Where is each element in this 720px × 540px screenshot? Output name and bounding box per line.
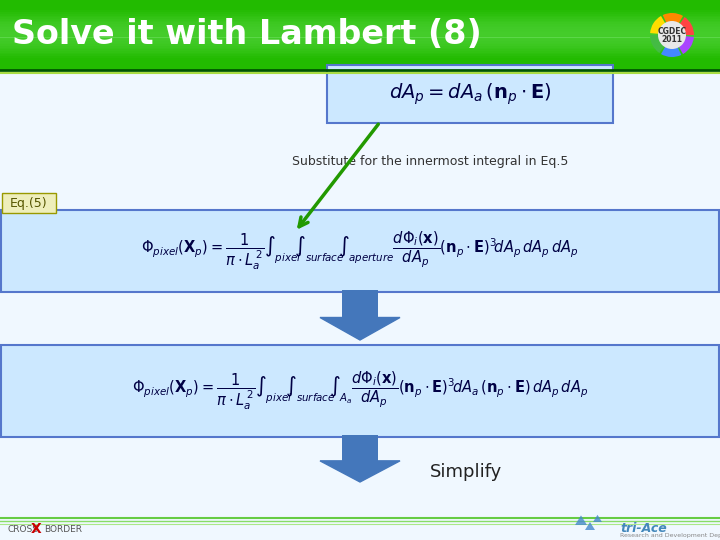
Wedge shape — [662, 13, 683, 35]
Text: Substitute for the innermost integral in Eq.5: Substitute for the innermost integral in… — [292, 156, 568, 168]
Text: X: X — [31, 522, 41, 536]
FancyBboxPatch shape — [0, 24, 720, 26]
Wedge shape — [650, 16, 672, 35]
FancyBboxPatch shape — [0, 43, 720, 44]
FancyBboxPatch shape — [0, 34, 720, 36]
FancyBboxPatch shape — [0, 0, 720, 70]
FancyBboxPatch shape — [0, 55, 720, 56]
Text: Research and Development Department: Research and Development Department — [620, 532, 720, 537]
FancyBboxPatch shape — [0, 53, 720, 55]
FancyBboxPatch shape — [0, 49, 720, 51]
Text: Eq.(5): Eq.(5) — [10, 197, 48, 210]
Wedge shape — [672, 35, 694, 54]
FancyBboxPatch shape — [327, 65, 613, 123]
FancyBboxPatch shape — [0, 19, 720, 21]
FancyBboxPatch shape — [2, 193, 56, 213]
FancyBboxPatch shape — [0, 25, 720, 28]
FancyBboxPatch shape — [0, 36, 720, 38]
Text: 2011: 2011 — [662, 35, 683, 44]
FancyBboxPatch shape — [0, 14, 720, 16]
FancyBboxPatch shape — [0, 16, 720, 17]
FancyBboxPatch shape — [0, 22, 720, 24]
Text: $\Phi_{pixel}(\mathbf{X}_p) = \dfrac{1}{\pi \cdot L_a^{\,2}}\int_{pixel}\!\!\int: $\Phi_{pixel}(\mathbf{X}_p) = \dfrac{1}{… — [132, 369, 588, 413]
Text: CROSS: CROSS — [8, 524, 39, 534]
FancyBboxPatch shape — [1, 210, 719, 292]
Wedge shape — [661, 35, 681, 57]
FancyBboxPatch shape — [0, 31, 720, 32]
Polygon shape — [320, 318, 400, 340]
FancyBboxPatch shape — [0, 28, 720, 29]
Text: $\Phi_{pixel}(\mathbf{X}_p) = \dfrac{1}{\pi \cdot L_a^{\,2}}\int_{pixel}\!\!\int: $\Phi_{pixel}(\mathbf{X}_p) = \dfrac{1}{… — [141, 230, 579, 272]
FancyBboxPatch shape — [0, 44, 720, 46]
Wedge shape — [650, 35, 672, 53]
FancyBboxPatch shape — [1, 345, 719, 437]
Circle shape — [658, 21, 686, 49]
FancyBboxPatch shape — [0, 12, 720, 14]
FancyBboxPatch shape — [0, 21, 720, 22]
FancyBboxPatch shape — [0, 41, 720, 43]
Text: Solve it with Lambert (8): Solve it with Lambert (8) — [12, 18, 482, 51]
Text: $dA_p = dA_a\,(\mathbf{n}_p \cdot \mathbf{E})$: $dA_p = dA_a\,(\mathbf{n}_p \cdot \mathb… — [389, 81, 552, 107]
FancyBboxPatch shape — [0, 17, 720, 19]
FancyBboxPatch shape — [0, 37, 720, 39]
FancyBboxPatch shape — [0, 48, 720, 49]
FancyBboxPatch shape — [342, 290, 378, 318]
Text: BORDER: BORDER — [44, 524, 82, 534]
FancyBboxPatch shape — [0, 29, 720, 31]
Wedge shape — [672, 17, 694, 35]
FancyBboxPatch shape — [342, 435, 378, 461]
Polygon shape — [575, 515, 587, 525]
FancyBboxPatch shape — [0, 32, 720, 34]
Polygon shape — [593, 515, 602, 522]
Text: tri-Ace: tri-Ace — [620, 522, 667, 535]
Text: Simplify: Simplify — [430, 463, 503, 481]
FancyBboxPatch shape — [0, 46, 720, 48]
Polygon shape — [320, 461, 400, 482]
FancyBboxPatch shape — [0, 39, 720, 41]
Polygon shape — [585, 522, 595, 530]
FancyBboxPatch shape — [0, 51, 720, 53]
Text: CGDEC: CGDEC — [657, 28, 687, 37]
